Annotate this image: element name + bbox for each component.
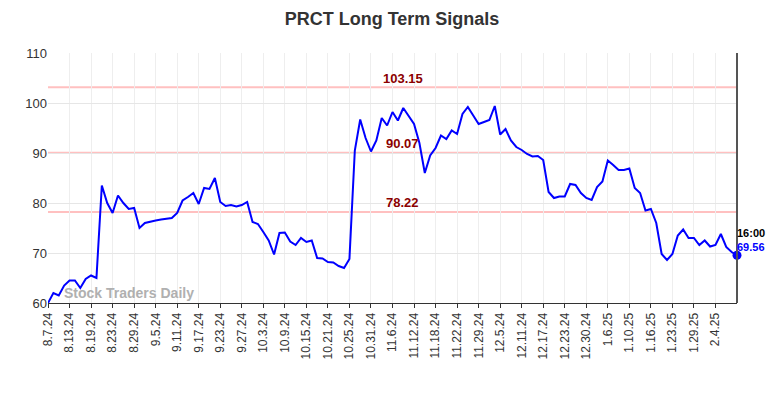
svg-text:100: 100 bbox=[25, 96, 47, 111]
svg-text:11.22.24: 11.22.24 bbox=[450, 312, 464, 358]
svg-text:PRCT Long Term Signals: PRCT Long Term Signals bbox=[285, 9, 500, 29]
svg-text:11.12.24: 11.12.24 bbox=[407, 312, 421, 358]
svg-text:12.23.24: 12.23.24 bbox=[558, 312, 572, 359]
svg-text:12.11.24: 12.11.24 bbox=[515, 312, 529, 358]
svg-text:9.23.24: 9.23.24 bbox=[213, 312, 227, 352]
svg-text:9.27.24: 9.27.24 bbox=[235, 312, 249, 352]
svg-text:1.10.25: 1.10.25 bbox=[622, 312, 636, 352]
svg-text:69.56: 69.56 bbox=[737, 241, 765, 253]
svg-text:10.3.24: 10.3.24 bbox=[256, 312, 270, 352]
svg-text:10.25.24: 10.25.24 bbox=[342, 312, 356, 359]
svg-text:11.29.24: 11.29.24 bbox=[472, 312, 486, 358]
svg-text:10.31.24: 10.31.24 bbox=[364, 312, 378, 359]
svg-text:9.17.24: 9.17.24 bbox=[192, 312, 206, 352]
svg-text:11.18.24: 11.18.24 bbox=[428, 312, 442, 358]
svg-text:16:00: 16:00 bbox=[737, 227, 765, 239]
svg-text:9.5.24: 9.5.24 bbox=[149, 312, 163, 346]
svg-text:1.23.25: 1.23.25 bbox=[665, 312, 679, 352]
svg-text:10.21.24: 10.21.24 bbox=[321, 312, 335, 359]
svg-text:8.23.24: 8.23.24 bbox=[105, 312, 119, 352]
svg-text:12.17.24: 12.17.24 bbox=[536, 312, 550, 359]
svg-text:8.19.24: 8.19.24 bbox=[84, 312, 98, 352]
svg-text:1.16.25: 1.16.25 bbox=[644, 312, 658, 352]
svg-text:9.11.24: 9.11.24 bbox=[170, 312, 184, 351]
svg-text:103.15: 103.15 bbox=[383, 71, 423, 86]
svg-text:11.6.24: 11.6.24 bbox=[385, 312, 399, 351]
svg-text:8.7.24: 8.7.24 bbox=[41, 312, 55, 346]
svg-text:1.6.25: 1.6.25 bbox=[601, 312, 615, 346]
svg-text:90.07: 90.07 bbox=[386, 136, 419, 151]
svg-text:10.9.24: 10.9.24 bbox=[278, 312, 292, 352]
svg-text:110: 110 bbox=[26, 46, 47, 61]
svg-text:12.30.24: 12.30.24 bbox=[579, 312, 593, 359]
svg-text:60: 60 bbox=[33, 296, 47, 311]
svg-text:12.5.24: 12.5.24 bbox=[493, 312, 507, 352]
svg-text:80: 80 bbox=[33, 196, 47, 211]
svg-text:Stock Traders Daily: Stock Traders Daily bbox=[64, 285, 194, 301]
svg-text:8.13.24: 8.13.24 bbox=[62, 312, 76, 352]
svg-text:10.15.24: 10.15.24 bbox=[299, 312, 313, 359]
svg-text:2.4.25: 2.4.25 bbox=[708, 312, 722, 346]
svg-text:1.29.25: 1.29.25 bbox=[687, 312, 701, 352]
svg-text:78.22: 78.22 bbox=[386, 195, 419, 210]
svg-text:70: 70 bbox=[33, 246, 47, 261]
svg-text:90: 90 bbox=[33, 146, 47, 161]
svg-text:8.29.24: 8.29.24 bbox=[127, 312, 141, 352]
